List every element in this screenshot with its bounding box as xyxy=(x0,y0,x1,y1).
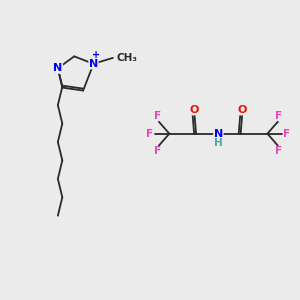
Text: O: O xyxy=(190,105,199,115)
Text: N: N xyxy=(53,63,62,73)
Text: N: N xyxy=(214,129,223,139)
Text: N: N xyxy=(89,59,98,69)
Text: O: O xyxy=(238,105,247,115)
Text: H: H xyxy=(214,138,223,148)
Text: F: F xyxy=(283,129,290,139)
Text: F: F xyxy=(146,129,154,139)
Text: +: + xyxy=(92,50,100,61)
Text: F: F xyxy=(275,146,282,156)
Text: F: F xyxy=(154,111,162,122)
Text: F: F xyxy=(154,146,162,156)
Text: CH₃: CH₃ xyxy=(116,53,137,63)
Text: F: F xyxy=(275,111,282,122)
